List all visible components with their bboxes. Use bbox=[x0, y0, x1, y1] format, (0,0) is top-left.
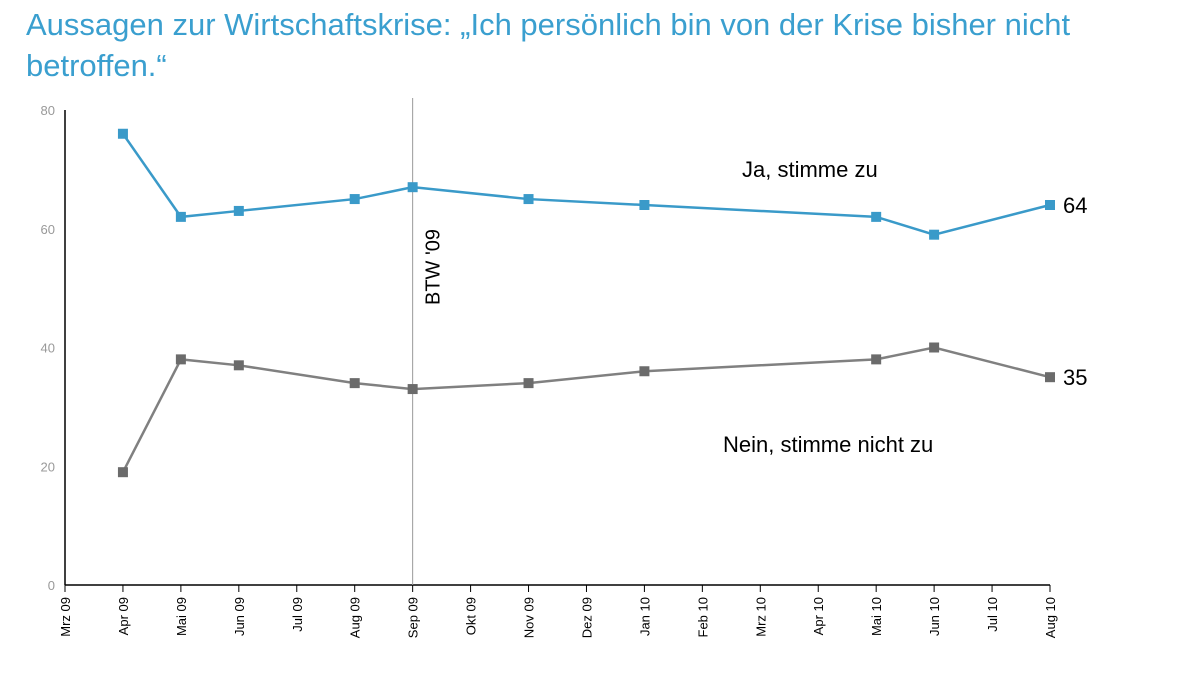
end-value-label: 64 bbox=[1063, 193, 1087, 218]
x-tick-label: Jun 10 bbox=[927, 597, 942, 636]
data-point bbox=[523, 378, 534, 389]
data-point bbox=[639, 200, 650, 210]
data-point bbox=[929, 342, 940, 353]
end-value-label: 35 bbox=[1063, 365, 1087, 390]
x-tick-label: Jul 09 bbox=[290, 597, 305, 632]
btw-annotation-label: BTW '09 bbox=[423, 229, 445, 305]
x-tick-label: Apr 10 bbox=[811, 597, 826, 635]
data-point bbox=[117, 467, 128, 478]
x-tick-label: Mrz 09 bbox=[58, 597, 73, 637]
y-tick-label: 0 bbox=[48, 578, 55, 593]
x-tick-label: Feb 10 bbox=[695, 597, 710, 637]
x-tick-label: Aug 09 bbox=[348, 597, 363, 638]
data-point bbox=[117, 128, 128, 139]
y-tick-label: 40 bbox=[41, 341, 55, 356]
x-tick-label: Apr 09 bbox=[116, 597, 131, 635]
data-point bbox=[871, 354, 882, 365]
y-tick-label: 20 bbox=[41, 459, 55, 474]
data-point bbox=[523, 194, 534, 205]
data-point bbox=[639, 366, 650, 377]
data-point bbox=[349, 194, 360, 205]
y-tick-label: 60 bbox=[41, 222, 55, 237]
chart-title: Aussagen zur Wirtschaftskrise: „Ich pers… bbox=[26, 7, 1071, 83]
x-tick-label: Jun 09 bbox=[232, 597, 247, 636]
series-line bbox=[121, 133, 1051, 236]
x-tick-label: Mai 09 bbox=[174, 597, 189, 636]
x-tick-label: Dez 09 bbox=[579, 597, 594, 638]
data-point bbox=[233, 205, 244, 216]
series-label: Nein, stimme nicht zu bbox=[723, 432, 933, 457]
x-tick-label: Nov 09 bbox=[522, 597, 537, 638]
data-point bbox=[175, 211, 186, 222]
series-line bbox=[121, 346, 1051, 473]
series-label: Ja, stimme zu bbox=[742, 157, 878, 182]
data-point bbox=[1045, 200, 1055, 210]
data-point bbox=[1045, 372, 1055, 383]
data-point bbox=[407, 384, 418, 395]
x-tick-label: Mrz 10 bbox=[753, 597, 768, 637]
x-tick-label: Jan 10 bbox=[637, 597, 652, 636]
data-point bbox=[175, 354, 186, 365]
x-tick-label: Aug 10 bbox=[1043, 597, 1058, 638]
x-tick-label: Sep 09 bbox=[406, 597, 421, 638]
x-tick-label: Jul 10 bbox=[985, 597, 1000, 632]
data-point bbox=[929, 229, 940, 240]
y-tick-label: 80 bbox=[41, 103, 55, 118]
x-tick-label: Mai 10 bbox=[869, 597, 884, 636]
data-point bbox=[407, 182, 418, 193]
data-point bbox=[871, 211, 882, 222]
data-point bbox=[349, 378, 360, 389]
x-tick-label: Okt 09 bbox=[464, 597, 479, 635]
data-point bbox=[233, 360, 244, 371]
